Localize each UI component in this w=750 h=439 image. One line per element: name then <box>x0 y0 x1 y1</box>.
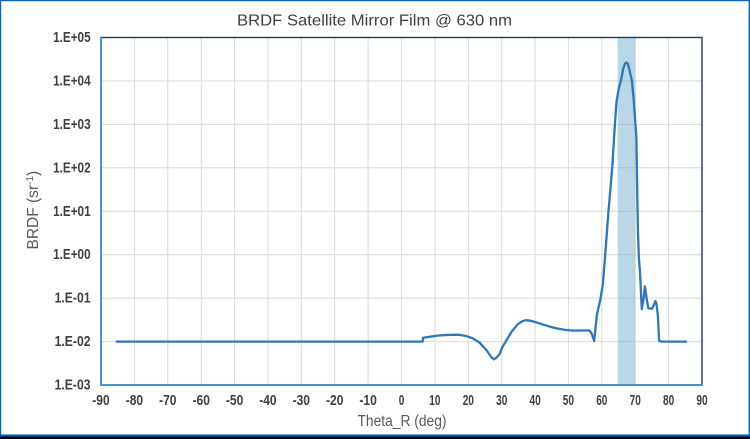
svg-text:10: 10 <box>429 393 440 409</box>
svg-text:-10: -10 <box>359 393 376 409</box>
svg-text:1.E-03: 1.E-03 <box>55 378 91 394</box>
svg-text:90: 90 <box>696 393 707 409</box>
svg-text:-30: -30 <box>293 393 310 409</box>
svg-text:1.E+00: 1.E+00 <box>53 247 91 263</box>
svg-text:BRDF Satellite Mirror Film @ 6: BRDF Satellite Mirror Film @ 630 nm <box>237 13 512 30</box>
svg-text:1.E-02: 1.E-02 <box>55 334 91 350</box>
svg-text:-50: -50 <box>226 393 243 409</box>
svg-text:1.E+01: 1.E+01 <box>53 204 91 220</box>
svg-text:-80: -80 <box>126 393 143 409</box>
svg-text:-90: -90 <box>92 393 109 409</box>
svg-text:1.E+04: 1.E+04 <box>53 73 91 89</box>
svg-text:40: 40 <box>530 393 541 409</box>
svg-text:0: 0 <box>399 393 405 409</box>
svg-text:Theta_R (deg): Theta_R (deg) <box>358 413 447 430</box>
svg-text:60: 60 <box>596 393 607 409</box>
svg-text:1.E+02: 1.E+02 <box>53 160 91 176</box>
svg-text:30: 30 <box>496 393 507 409</box>
svg-text:80: 80 <box>663 393 674 409</box>
svg-text:-70: -70 <box>159 393 176 409</box>
svg-text:70: 70 <box>630 393 641 409</box>
svg-text:-40: -40 <box>259 393 276 409</box>
svg-text:50: 50 <box>563 393 574 409</box>
svg-text:BRDF (sr-1): BRDF (sr-1) <box>25 171 42 250</box>
svg-text:20: 20 <box>463 393 474 409</box>
svg-text:1.E-01: 1.E-01 <box>55 291 91 307</box>
svg-text:1.E+05: 1.E+05 <box>53 30 91 46</box>
svg-text:-60: -60 <box>193 393 210 409</box>
svg-text:-20: -20 <box>326 393 343 409</box>
svg-text:1.E+03: 1.E+03 <box>53 117 91 133</box>
